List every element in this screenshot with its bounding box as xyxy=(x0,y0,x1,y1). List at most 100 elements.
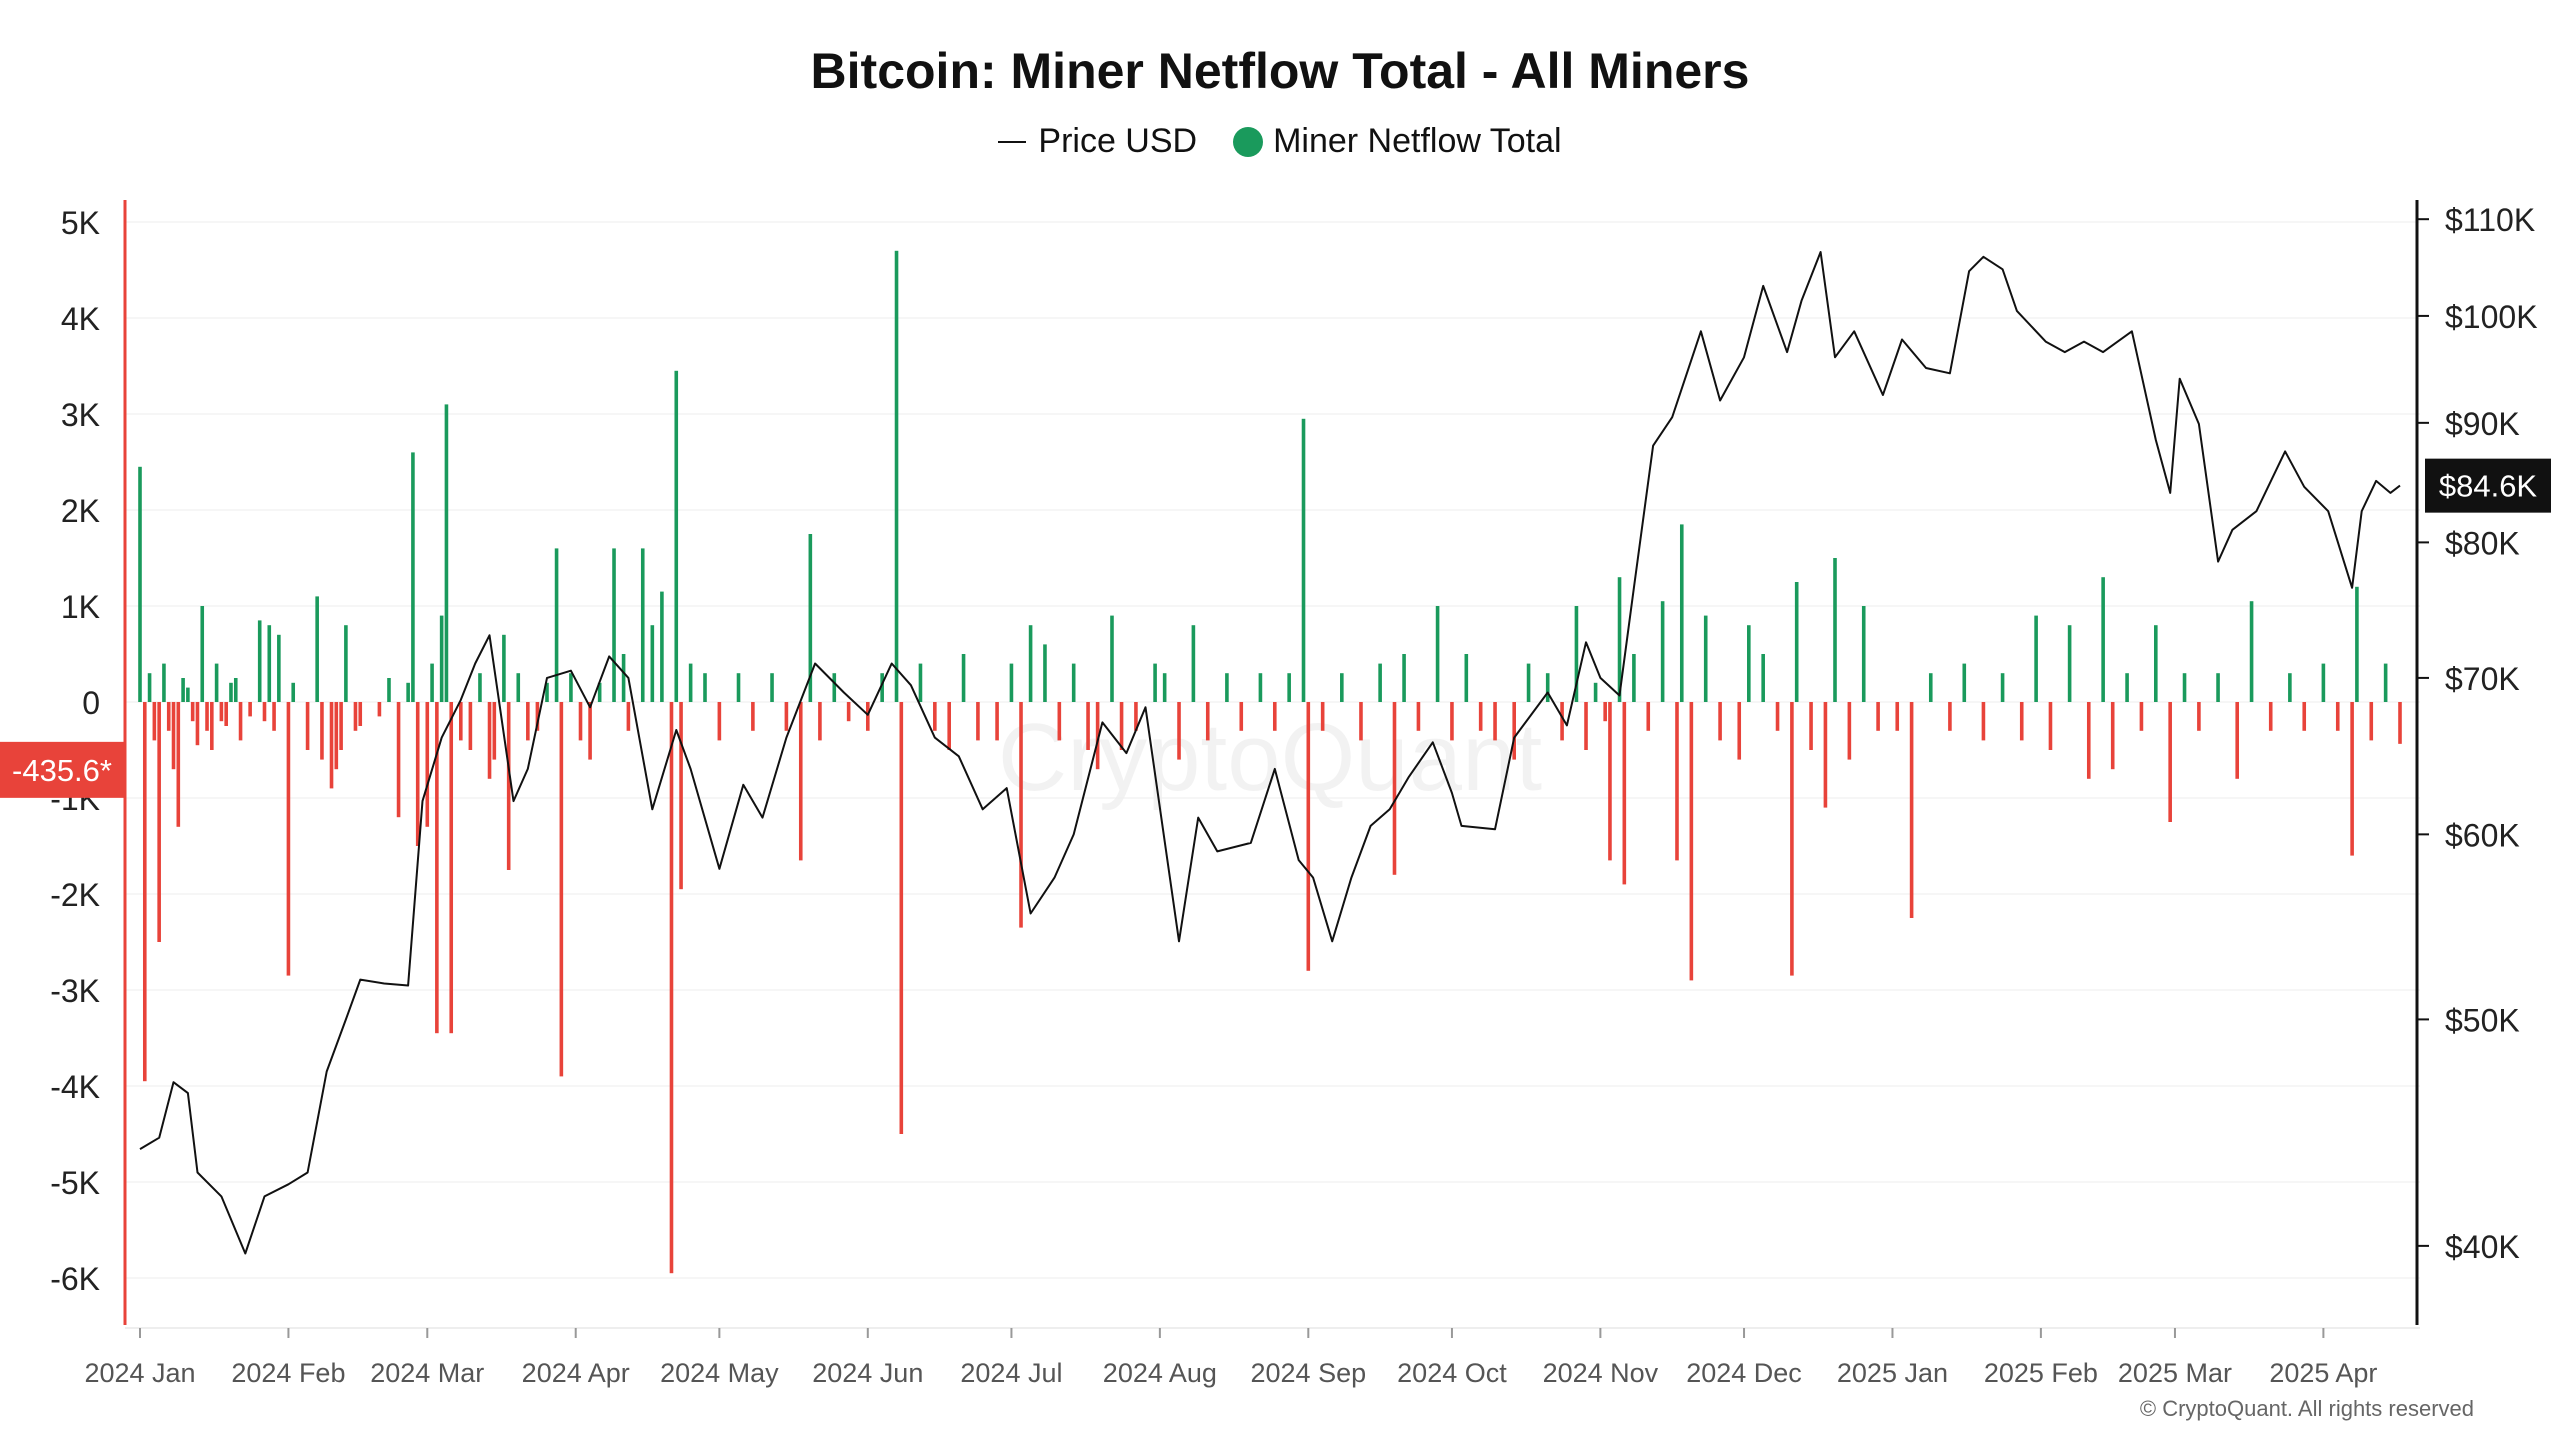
netflow-bar-positive xyxy=(880,673,884,702)
netflow-bar-negative xyxy=(1119,702,1124,750)
netflow-bar-negative xyxy=(1134,702,1138,731)
chart-legend: Price USD Miner Netflow Total xyxy=(0,122,2560,161)
netflow-bar-negative xyxy=(2350,702,2354,856)
netflow-bar-negative xyxy=(272,702,276,731)
netflow-bar-positive xyxy=(2321,663,2326,702)
netflow-bar-positive xyxy=(1435,606,1440,702)
y-right-tick-label: $50K xyxy=(2445,1002,2520,1038)
netflow-bar-negative xyxy=(2398,702,2402,744)
copyright-text: © CryptoQuant. All rights reserved xyxy=(2139,1396,2474,1421)
netflow-bar-negative xyxy=(1895,702,1900,731)
y-left-tick-label: 0 xyxy=(82,685,100,721)
netflow-bar-positive xyxy=(2383,663,2388,702)
x-tick-label: 2024 Feb xyxy=(231,1358,345,1388)
price-value-label: $84.6K xyxy=(2439,469,2538,504)
netflow-bar-negative xyxy=(1981,702,1986,741)
netflow-bar-positive xyxy=(516,673,521,702)
netflow-bar-positive xyxy=(162,663,166,702)
y-right-tick-label: $100K xyxy=(2445,299,2538,335)
netflow-bar-positive xyxy=(2288,673,2292,702)
netflow-bar-negative xyxy=(157,702,161,942)
netflow-bar-positive xyxy=(1593,682,1598,702)
netflow-bar-positive xyxy=(1861,606,1866,702)
netflow-bar-negative xyxy=(166,702,171,731)
netflow-bar-positive xyxy=(267,625,272,702)
netflow-bar-positive xyxy=(1071,663,1076,702)
y-left-tick-label: -2K xyxy=(50,877,100,913)
legend-item-price[interactable]: Price USD xyxy=(998,122,1197,161)
netflow-bar-negative xyxy=(219,702,224,722)
netflow-bar-positive xyxy=(502,634,506,702)
netflow-bar-negative xyxy=(1086,702,1090,750)
netflow-bar-negative xyxy=(976,702,980,741)
netflow-bar-negative xyxy=(262,702,267,722)
netflow-bar-negative xyxy=(1775,702,1780,731)
netflow-bar-positive xyxy=(138,466,142,702)
netflow-bar-negative xyxy=(1450,702,1454,741)
netflow-bar-positive xyxy=(650,625,655,702)
netflow-bar-positive xyxy=(1703,615,1708,702)
x-tick-label: 2024 Dec xyxy=(1686,1358,1802,1388)
netflow-bar-positive xyxy=(1378,663,1382,702)
netflow-bar-negative xyxy=(1603,702,1607,722)
netflow-bar-negative xyxy=(535,702,540,731)
y-left-tick-label: 1K xyxy=(61,589,100,625)
y-right-tick-label: $80K xyxy=(2445,525,2520,561)
y-left-tick-label: -3K xyxy=(50,973,100,1009)
netflow-bar-negative xyxy=(468,702,473,750)
netflow-bar-negative xyxy=(2302,702,2307,731)
netflow-bar-negative xyxy=(947,702,951,750)
netflow-bar-negative xyxy=(334,702,339,770)
netflow-bar-positive xyxy=(1162,673,1167,702)
netflow-bar-negative xyxy=(1239,702,1244,731)
netflow-bar-negative xyxy=(1909,702,1914,918)
netflow-bar-positive xyxy=(200,606,205,702)
netflow-bar-negative xyxy=(1177,702,1181,760)
netflow-bar-negative xyxy=(396,702,401,818)
netflow-bar-positive xyxy=(703,673,707,702)
netflow-bar-negative xyxy=(1809,702,1813,750)
x-tick-label: 2025 Feb xyxy=(1984,1358,2098,1388)
netflow-bar-negative xyxy=(1584,702,1588,750)
netflow-bar-positive xyxy=(344,625,348,702)
netflow-bar-negative xyxy=(784,702,789,731)
netflow-bar-positive xyxy=(640,548,645,702)
netflow-bar-negative xyxy=(1646,702,1651,731)
y-left-tick-label: 5K xyxy=(61,205,100,241)
netflow-bar-negative xyxy=(305,702,310,750)
netflow-bar-negative xyxy=(286,702,291,976)
netflow-bar-positive xyxy=(186,687,190,702)
netflow-bar-negative xyxy=(669,702,674,1274)
netflow-bar-negative xyxy=(1876,702,1880,731)
netflow-bar-negative xyxy=(449,702,454,1034)
netflow-bar-positive xyxy=(660,591,664,702)
netflow-bar-negative xyxy=(1359,702,1363,741)
netflow-bar-negative xyxy=(751,702,755,731)
netflow-bar-negative xyxy=(2086,702,2091,779)
netflow-bar-positive xyxy=(569,673,573,702)
netflow-bar-negative xyxy=(1948,702,1952,731)
netflow-bar-negative xyxy=(1718,702,1722,741)
netflow-bar-negative xyxy=(588,702,592,760)
netflow-bar-positive xyxy=(1258,673,1263,702)
netflow-bar-negative xyxy=(2139,702,2144,731)
netflow-bar-positive xyxy=(2355,586,2359,702)
netflow-bar-negative xyxy=(152,702,157,741)
netflow-bar-negative xyxy=(238,702,243,741)
netflow-bar-positive xyxy=(688,663,693,702)
netflow-bar-positive xyxy=(1632,654,1636,702)
y-left-tick-label: 3K xyxy=(61,397,100,433)
legend-item-netflow[interactable]: Miner Netflow Total xyxy=(1233,122,1562,161)
netflow-bar-positive xyxy=(2125,673,2129,702)
netflow-bar-positive xyxy=(918,663,923,702)
netflow-bar-negative xyxy=(1847,702,1852,760)
netflow-bar-positive xyxy=(1761,654,1765,702)
x-tick-label: 2024 Apr xyxy=(522,1358,630,1388)
netflow-bar-positive xyxy=(674,370,679,702)
x-tick-label: 2024 Sep xyxy=(1251,1358,1367,1388)
netflow-bar-positive xyxy=(1191,625,1196,702)
netflow-bar-negative xyxy=(248,702,252,717)
netflow-bar-positive xyxy=(2067,625,2072,702)
netflow-bar-positive xyxy=(2101,577,2105,702)
netflow-bar-negative xyxy=(578,702,583,741)
